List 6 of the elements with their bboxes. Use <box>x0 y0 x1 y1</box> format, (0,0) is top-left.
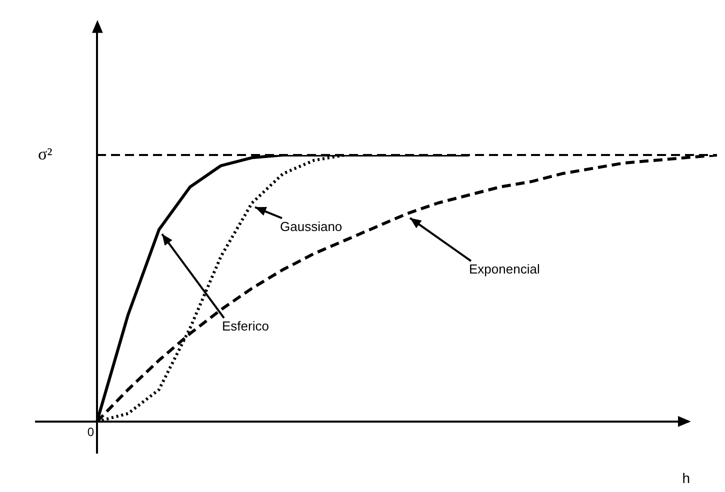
x-axis-title: h <box>682 470 690 486</box>
annotation: Gaussiano <box>280 219 342 234</box>
annotation: Esferico <box>222 318 269 334</box>
text: 0 <box>87 424 94 439</box>
annotation: Exponencial <box>469 262 540 277</box>
ref-line-label: σ² <box>38 144 52 164</box>
